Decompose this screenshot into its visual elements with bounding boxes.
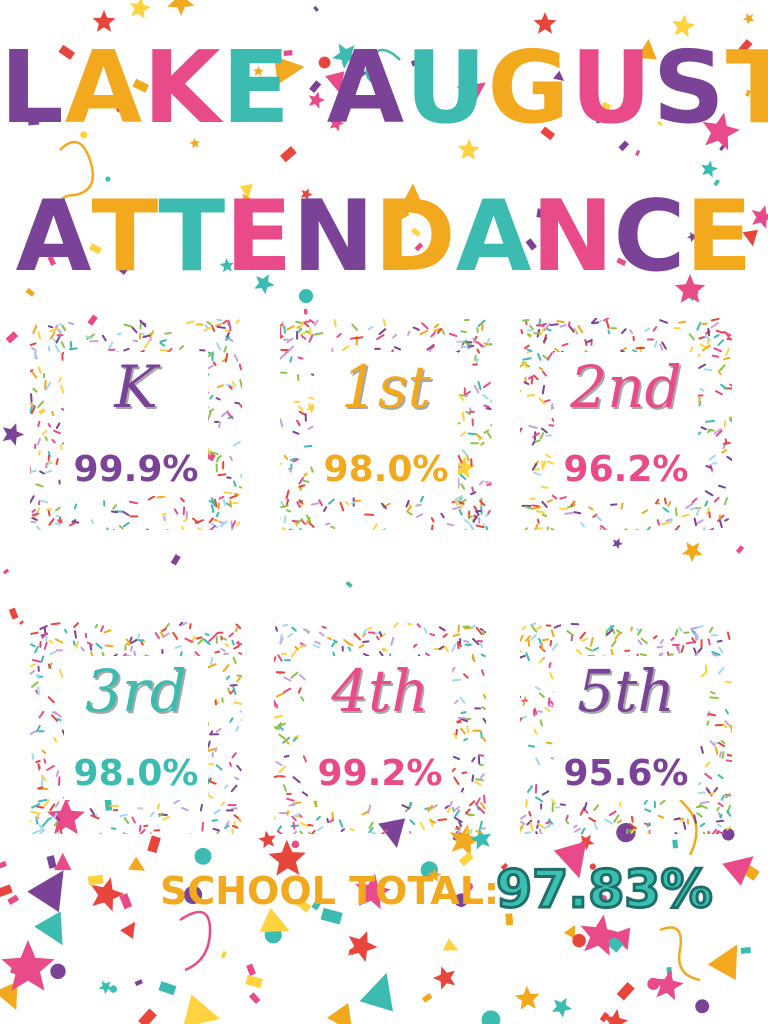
grade-percent: 98.0% <box>73 753 199 794</box>
grade-card-3rd: 3rd 98.0% <box>30 622 242 834</box>
grade-label: 3rd <box>85 657 187 725</box>
grade-card-4th: 4th 99.2% <box>274 622 486 834</box>
grade-percent: 99.9% <box>73 449 199 490</box>
school-total-label: SCHOOL TOTAL: <box>160 869 500 913</box>
school-total-value: 97.83% <box>495 860 715 920</box>
sprinkle-frame <box>520 622 732 834</box>
grade-label: 2nd <box>570 353 682 421</box>
title-line-2: ATTENDANCE <box>15 180 753 294</box>
grade-percent: 99.2% <box>317 753 443 794</box>
grade-label: K <box>114 353 158 421</box>
grade-card-5th: 5th 95.6% <box>520 622 732 834</box>
sprinkle-frame <box>30 318 242 530</box>
grade-percent: 96.2% <box>563 449 689 490</box>
grade-percent: 98.0% <box>323 449 449 490</box>
sprinkle-frame <box>30 622 242 834</box>
sprinkle-frame <box>274 622 486 834</box>
grade-label: 1st <box>341 353 431 421</box>
grade-card-k: K 99.9% <box>30 318 242 530</box>
grade-label: 4th <box>331 657 429 725</box>
grade-card-1st: 1st 98.0% <box>280 318 492 530</box>
grade-card-2nd: 2nd 96.2% <box>520 318 732 530</box>
title-line-1: LAKE AUGUST <box>0 29 768 146</box>
grade-percent: 95.6% <box>563 753 689 794</box>
grade-label: 5th <box>577 657 675 725</box>
